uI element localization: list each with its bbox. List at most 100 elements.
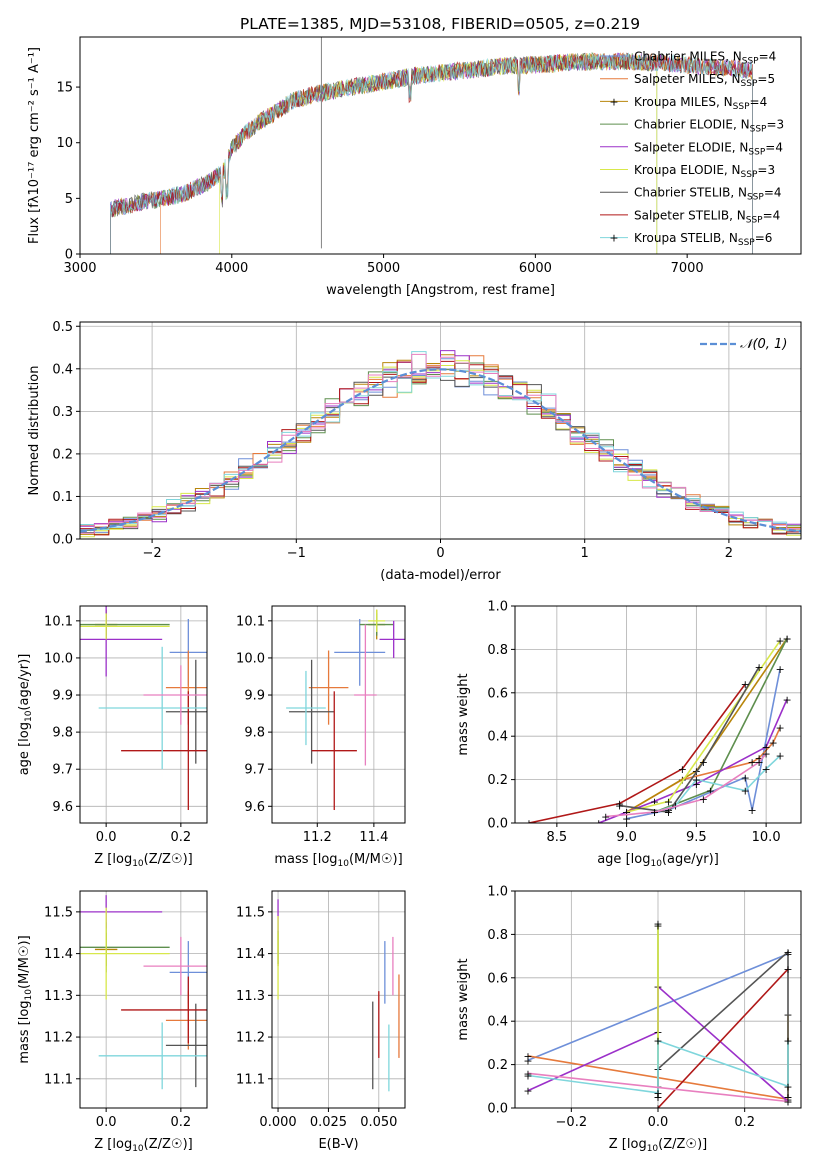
x-tick-label: 9.5 bbox=[686, 830, 707, 845]
y-tick-label: 10.0 bbox=[236, 651, 265, 666]
legend-label: Kroupa STELIB, NSSP=6 bbox=[634, 231, 772, 248]
x-axis-label: mass [log10(M/M☉)] bbox=[274, 852, 402, 869]
y-tick-label: 0.8 bbox=[487, 643, 508, 658]
weight-marker: + bbox=[524, 817, 533, 830]
legend-label: Chabrier ELODIE, NSSP=3 bbox=[634, 118, 784, 135]
y-tick-label: 11.1 bbox=[236, 1072, 265, 1087]
x-tick-label: 0.2 bbox=[171, 830, 192, 845]
legend-label: Salpeter STELIB, NSSP=4 bbox=[634, 208, 780, 225]
y-tick-label: 9.8 bbox=[52, 726, 73, 741]
plot-area: ++++++++++++++++++++++++++++++++++++++++… bbox=[524, 633, 792, 830]
plot-area bbox=[110, 37, 753, 254]
residual-axes: −2 −1 0 1 2 0.0 0.1 0.2 0.3 0.4 0.5 𝒩(0, 1) (data-mo… bbox=[27, 320, 802, 583]
x-tick-label: 6000 bbox=[519, 261, 552, 276]
age-vs-mass-axes: 11.2 11.4 9.6 9.7 9.8 9.9 10.0 10.1 mass [log10(… bbox=[236, 605, 406, 869]
plot-area bbox=[286, 609, 405, 811]
weight-marker: + bbox=[775, 722, 784, 735]
legend-label: Chabrier MILES, NSSP=4 bbox=[634, 50, 776, 67]
weight-marker: + bbox=[755, 661, 764, 674]
x-tick-label: 11.2 bbox=[303, 830, 332, 845]
y-tick-label: 11.5 bbox=[44, 905, 73, 920]
x-tick-label: 0.2 bbox=[734, 1115, 755, 1130]
plot-area bbox=[80, 895, 207, 1090]
axes-frame bbox=[271, 605, 406, 824]
y-tick-label: 1.0 bbox=[487, 885, 508, 900]
y-tick-label: 11.5 bbox=[236, 905, 265, 920]
y-axis-label: Flux [fλ10⁻¹⁷ erg cm⁻² s⁻¹ A⁻¹] bbox=[27, 47, 42, 244]
legend-label: 𝒩(0, 1) bbox=[740, 337, 787, 352]
weight-marker: + bbox=[741, 678, 750, 691]
weight-marker: + bbox=[699, 756, 708, 769]
y-axis-label: mass weight bbox=[456, 958, 471, 1040]
axes-frame bbox=[79, 890, 208, 1109]
legend-label: Kroupa ELODIE, NSSP=3 bbox=[634, 163, 775, 180]
y-tick-label: 0.6 bbox=[487, 971, 508, 986]
plot-area bbox=[80, 606, 207, 811]
y-tick-label: 11.4 bbox=[44, 947, 73, 962]
weight-vs-metallicity-axes: +++++++++++++++++++++++++++−0.2 0.0 0.2 0.0… bbox=[456, 885, 802, 1154]
weight-marker: + bbox=[775, 635, 784, 648]
x-tick-label: 11.4 bbox=[359, 830, 388, 845]
weight-marker: + bbox=[664, 795, 673, 808]
x-tick-label: −2 bbox=[143, 546, 162, 561]
y-tick-label: 11.2 bbox=[236, 1031, 265, 1046]
legend-marker: + bbox=[609, 95, 618, 108]
x-tick-label: 1 bbox=[581, 546, 589, 561]
weight-marker: + bbox=[523, 1067, 532, 1080]
x-axis-label: (data-model)/error bbox=[380, 568, 501, 583]
weight-marker: + bbox=[523, 1054, 532, 1067]
weight-line bbox=[657, 968, 789, 1108]
weight-marker: + bbox=[768, 737, 777, 750]
y-axis-label: mass weight bbox=[456, 673, 471, 755]
x-axis-label: Z [log10(Z/Z☉)] bbox=[94, 1137, 192, 1154]
weight-marker: + bbox=[762, 763, 771, 776]
y-tick-label: 11.1 bbox=[44, 1072, 73, 1087]
weight-marker: + bbox=[678, 763, 687, 776]
legend-label: Salpeter MILES, NSSP=5 bbox=[634, 72, 775, 89]
y-tick-label: 0.3 bbox=[52, 405, 73, 420]
x-tick-label: 4000 bbox=[215, 261, 248, 276]
x-tick-label: 0.000 bbox=[259, 1115, 296, 1130]
weight-marker: + bbox=[699, 793, 708, 806]
weight-marker: + bbox=[783, 1091, 792, 1104]
y-tick-label: 0.0 bbox=[52, 533, 73, 548]
x-axis-label: wavelength [Angstrom, rest frame] bbox=[326, 283, 555, 298]
weight-marker: + bbox=[594, 817, 603, 830]
axes-frame bbox=[79, 36, 802, 255]
x-tick-label: 9.0 bbox=[616, 830, 637, 845]
y-tick-label: 0.0 bbox=[487, 1102, 508, 1117]
x-tick-label: 0.2 bbox=[171, 1115, 192, 1130]
weight-marker: + bbox=[692, 778, 701, 791]
x-tick-label: 8.5 bbox=[547, 830, 568, 845]
y-tick-label: 0 bbox=[65, 248, 73, 263]
axes-frame bbox=[514, 605, 802, 824]
y-tick-label: 9.9 bbox=[52, 689, 73, 704]
weight-line bbox=[527, 1072, 789, 1103]
weight-marker: + bbox=[748, 804, 757, 817]
weight-marker: + bbox=[706, 784, 715, 797]
y-tick-label: 10.1 bbox=[236, 614, 265, 629]
x-tick-label: 0.025 bbox=[310, 1115, 347, 1130]
weight-marker: + bbox=[782, 633, 791, 646]
y-tick-label: 5 bbox=[65, 192, 73, 207]
spectrum-line-kroupa-elodie bbox=[219, 52, 658, 254]
weight-marker: + bbox=[741, 784, 750, 797]
weight-marker: + bbox=[523, 1050, 532, 1063]
y-tick-label: 0.2 bbox=[487, 1058, 508, 1073]
weight-line bbox=[619, 666, 760, 813]
plot-area bbox=[277, 899, 400, 1092]
y-tick-label: 0.4 bbox=[487, 730, 508, 745]
weight-marker: + bbox=[622, 813, 631, 826]
figure-title: PLATE=1385, MJD=53108, FIBERID=0505, z=0… bbox=[240, 15, 640, 33]
plot-area bbox=[80, 350, 801, 539]
weight-marker: + bbox=[748, 756, 757, 769]
legend-label: Kroupa MILES, NSSP=4 bbox=[634, 95, 767, 112]
y-tick-label: 0.4 bbox=[487, 1015, 508, 1030]
weight-line bbox=[657, 950, 789, 1098]
weight-marker: + bbox=[653, 1035, 662, 1048]
legend-label: Chabrier STELIB, NSSP=4 bbox=[634, 186, 782, 203]
x-tick-label: 0.050 bbox=[360, 1115, 397, 1130]
weight-line bbox=[528, 683, 746, 823]
y-tick-label: 0.8 bbox=[487, 928, 508, 943]
weight-marker: + bbox=[601, 810, 610, 823]
